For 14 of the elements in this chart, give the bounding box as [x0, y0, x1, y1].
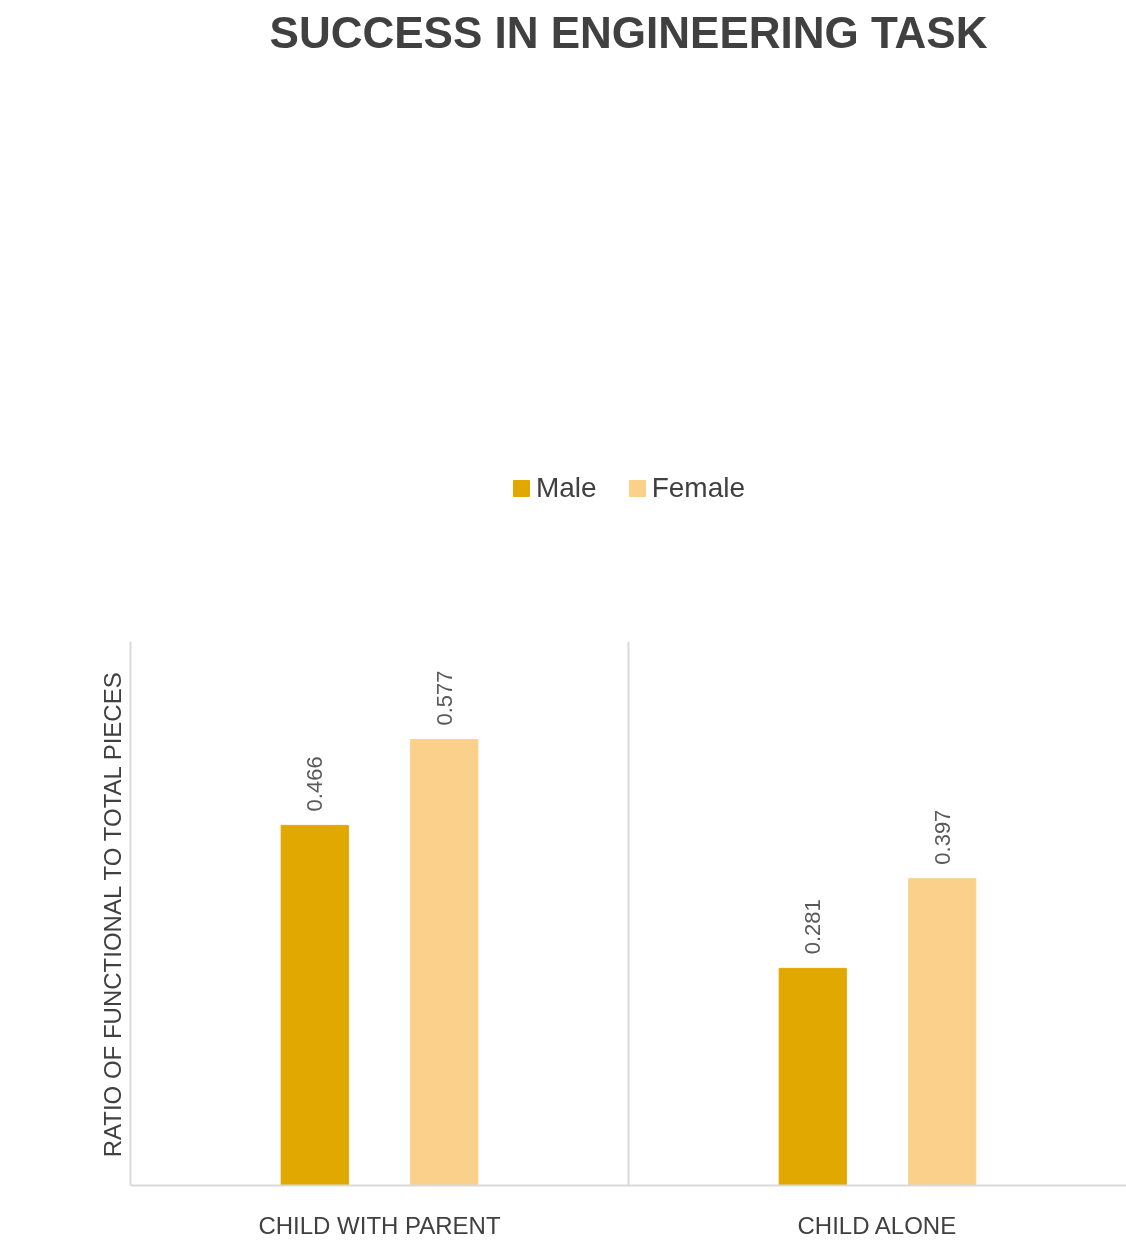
bar: [778, 967, 847, 1186]
bar: [280, 824, 349, 1186]
bar: [410, 739, 479, 1186]
data-label: 0.577: [431, 670, 457, 726]
bar: [908, 878, 977, 1186]
x-tick-label: CHILD WITH PARENT: [258, 1211, 501, 1239]
data-label: 0.397: [929, 809, 955, 865]
y-axis-title: RATIO OF FUNCTIONAL TO TOTAL PIECES: [98, 672, 126, 1158]
legend-label: Female: [651, 472, 746, 504]
data-label: 0.466: [302, 756, 328, 812]
legend-label: Male: [535, 472, 597, 504]
x-tick-label: CHILD ALONE: [797, 1211, 957, 1239]
chart-title: SUCCESS IN ENGINEERING TASK: [269, 7, 988, 57]
data-label: 0.281: [800, 899, 826, 955]
